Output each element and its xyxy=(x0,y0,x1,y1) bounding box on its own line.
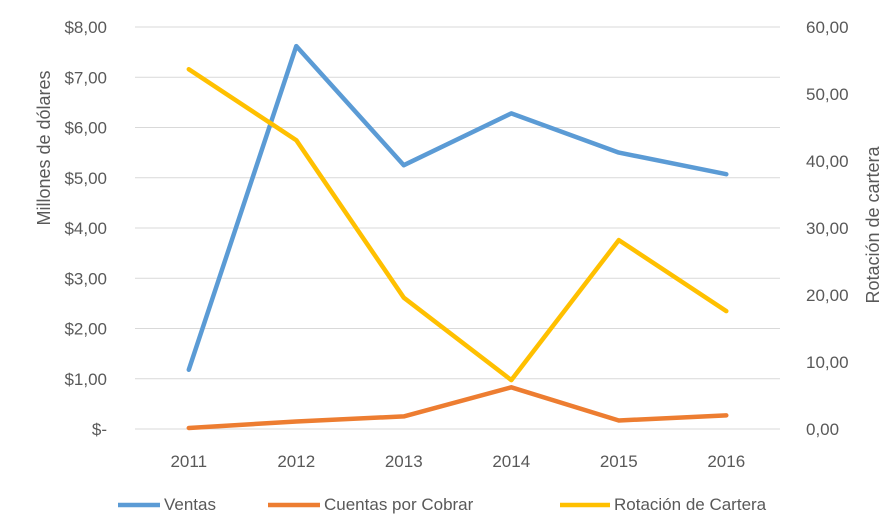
legend-label: Cuentas por Cobrar xyxy=(324,495,474,514)
x-tick-label: 2013 xyxy=(385,452,423,471)
legend-label: Rotación de Cartera xyxy=(614,495,767,514)
left-tick-label: $- xyxy=(92,420,107,439)
x-tick-label: 2011 xyxy=(170,452,207,471)
right-tick-label: 20,00 xyxy=(806,286,849,305)
legend-item: Ventas xyxy=(118,495,216,514)
series-line-ventas xyxy=(186,43,729,372)
right-tick-label: 0,00 xyxy=(806,420,839,439)
legend-label: Ventas xyxy=(164,495,216,514)
right-tick-label: 60,00 xyxy=(806,18,849,37)
left-tick-label: $3,00 xyxy=(64,269,107,288)
left-tick-label: $4,00 xyxy=(64,219,107,238)
x-tick-label: 2015 xyxy=(600,452,638,471)
left-tick-label: $8,00 xyxy=(64,18,107,37)
left-tick-label: $6,00 xyxy=(64,119,107,138)
series-line-rotacion-de-cartera xyxy=(186,66,729,383)
legend-item: Rotación de Cartera xyxy=(560,495,767,514)
left-tick-label: $2,00 xyxy=(64,320,107,339)
left-tick-label: $7,00 xyxy=(64,68,107,87)
legend-item: Cuentas por Cobrar xyxy=(268,495,474,514)
left-tick-label: $1,00 xyxy=(64,370,107,389)
x-tick-label: 2012 xyxy=(277,452,315,471)
series-line-cuentas-por-cobrar xyxy=(186,385,729,431)
left-axis-title: Millones de dólares xyxy=(34,70,54,225)
right-tick-label: 30,00 xyxy=(806,219,849,238)
series-lines xyxy=(186,43,729,431)
x-axis-ticks: 2011 2012 2013 2014 2015 2016 xyxy=(170,452,745,471)
right-axis-title: Rotación de cartera xyxy=(863,145,883,303)
right-tick-label: 40,00 xyxy=(806,152,849,171)
left-tick-label: $5,00 xyxy=(64,169,107,188)
right-tick-label: 10,00 xyxy=(806,353,849,372)
right-tick-label: 50,00 xyxy=(806,85,849,104)
gridlines xyxy=(135,26,780,430)
left-axis-ticks: $- $1,00 $2,00 $3,00 $4,00 $5,00 $6,00 $7,00 $8,… xyxy=(64,18,107,439)
x-tick-label: 2016 xyxy=(707,452,745,471)
right-axis-ticks: 0,00 10,00 20,00 30,00 40,00 50,00 60,00 xyxy=(806,18,849,439)
x-tick-label: 2014 xyxy=(492,452,530,471)
legend: Ventas Cuentas por Cobrar Rotación de Cart… xyxy=(118,495,767,514)
